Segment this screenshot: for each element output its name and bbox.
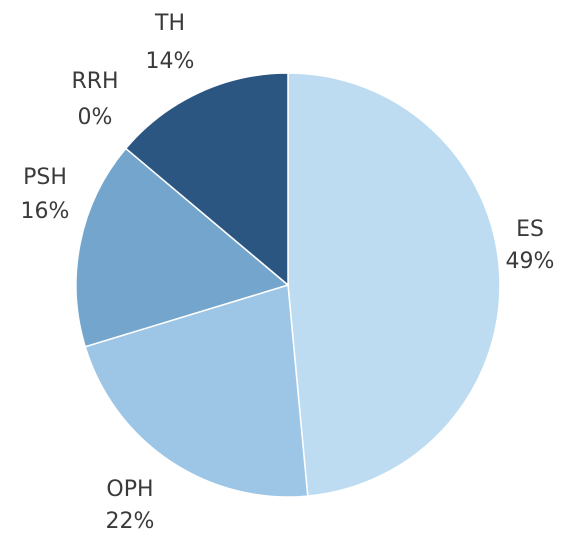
slice-value-label: 0%: [78, 105, 113, 130]
pie-slice: [75, 147, 290, 348]
slice-label: OPH: [106, 477, 153, 502]
pie-slice: [287, 72, 501, 497]
slice-label: RRH: [71, 69, 118, 94]
pie-slice: [124, 72, 289, 287]
slice-label: ES: [516, 217, 544, 242]
slice-value-label: 22%: [106, 509, 155, 534]
slice-label: PSH: [23, 165, 67, 190]
slice-value-label: 16%: [21, 199, 70, 224]
pie-slice: [84, 284, 309, 498]
slice-label: TH: [154, 11, 185, 36]
slice-value-label: 14%: [146, 49, 195, 74]
slice-value-label: 49%: [506, 249, 555, 274]
